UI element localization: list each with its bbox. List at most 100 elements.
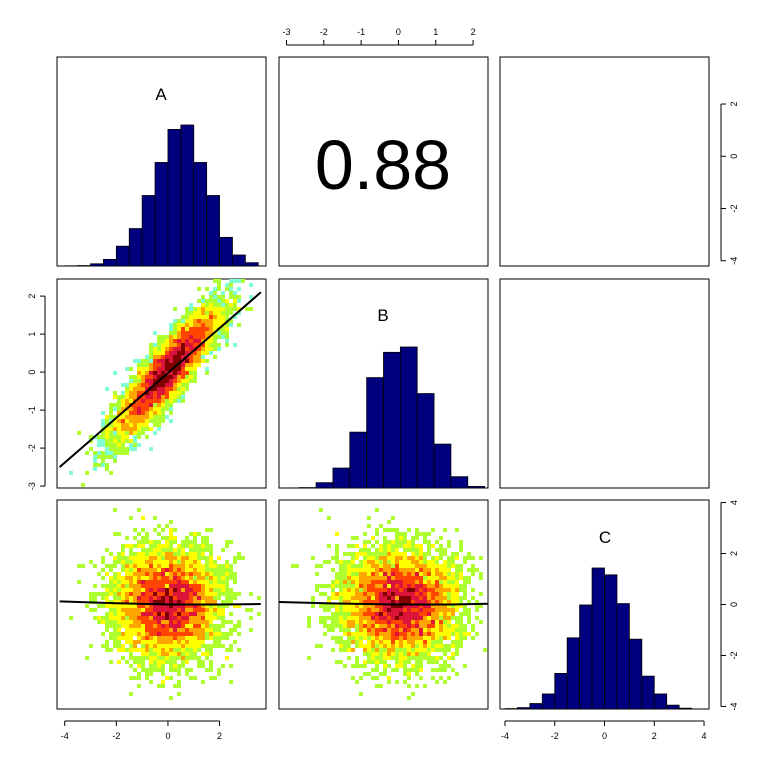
heat-cell bbox=[387, 632, 391, 636]
heat-cell bbox=[411, 648, 415, 652]
heat-cell bbox=[371, 640, 375, 644]
heat-cell bbox=[189, 359, 193, 363]
heat-cell bbox=[177, 656, 181, 660]
heat-cell bbox=[173, 307, 177, 311]
heat-cell bbox=[173, 528, 177, 532]
heat-cell bbox=[145, 652, 149, 656]
heat-cell bbox=[177, 548, 181, 552]
heat-cell bbox=[355, 600, 359, 604]
heat-cell bbox=[173, 395, 177, 399]
heat-cell bbox=[109, 632, 113, 636]
heat-cell bbox=[399, 616, 403, 620]
heat-cell bbox=[343, 664, 347, 668]
heat-cell bbox=[225, 560, 229, 564]
heat-cell bbox=[225, 580, 229, 584]
heat-cell bbox=[109, 612, 113, 616]
heat-cell bbox=[427, 584, 431, 588]
heat-cell bbox=[169, 548, 173, 552]
heat-cell bbox=[387, 652, 391, 656]
heat-cell bbox=[193, 572, 197, 576]
heat-cell bbox=[133, 616, 137, 620]
heat-cell bbox=[443, 648, 447, 652]
heat-cell bbox=[141, 367, 145, 371]
heat-cell bbox=[113, 576, 117, 580]
heat-cell bbox=[145, 616, 149, 620]
heat-cell bbox=[375, 652, 379, 656]
heat-cell bbox=[137, 620, 141, 624]
heat-cell bbox=[411, 668, 415, 672]
heat-cell bbox=[399, 580, 403, 584]
heat-cell bbox=[407, 580, 411, 584]
heat-cell bbox=[467, 580, 471, 584]
heat-cell bbox=[447, 644, 451, 648]
heat-cell bbox=[133, 443, 137, 447]
heat-cell bbox=[371, 656, 375, 660]
heat-cell bbox=[443, 644, 447, 648]
heat-cell bbox=[379, 584, 383, 588]
heat-cell bbox=[129, 443, 133, 447]
heat-cell bbox=[217, 283, 221, 287]
heat-cell bbox=[165, 339, 169, 343]
heat-cell bbox=[173, 319, 177, 323]
heat-cell bbox=[157, 668, 161, 672]
heat-cell bbox=[129, 427, 133, 431]
heat-cell bbox=[141, 407, 145, 411]
heat-cell bbox=[447, 564, 451, 568]
heat-cell bbox=[371, 564, 375, 568]
heat-cell bbox=[149, 544, 153, 548]
heat-cell bbox=[173, 648, 177, 652]
heat-cell bbox=[201, 295, 205, 299]
heat-cell bbox=[185, 636, 189, 640]
heat-cell bbox=[343, 616, 347, 620]
heat-cell bbox=[379, 544, 383, 548]
tick-label: 0 bbox=[165, 731, 170, 741]
heat-cell bbox=[455, 640, 459, 644]
heat-cell bbox=[157, 648, 161, 652]
heat-cell bbox=[173, 608, 177, 612]
heat-cell bbox=[423, 632, 427, 636]
heat-cell bbox=[407, 640, 411, 644]
histogram-bar-b-4 bbox=[349, 431, 368, 489]
heat-cell bbox=[471, 596, 475, 600]
heat-cell bbox=[229, 291, 233, 295]
heat-cell bbox=[209, 608, 213, 612]
heat-cell bbox=[213, 636, 217, 640]
heat-cell bbox=[237, 287, 241, 291]
heat-cell bbox=[109, 600, 113, 604]
heat-cell bbox=[117, 620, 121, 624]
heat-cell bbox=[157, 660, 161, 664]
heat-cell bbox=[359, 604, 363, 608]
heat-cell bbox=[229, 568, 233, 572]
heat-cell bbox=[459, 636, 463, 640]
heat-cell bbox=[133, 375, 137, 379]
heat-cell bbox=[185, 588, 189, 592]
heat-cell bbox=[165, 656, 169, 660]
heat-cell bbox=[415, 532, 419, 536]
heat-cell bbox=[403, 588, 407, 592]
heat-cell bbox=[137, 532, 141, 536]
heat-cell bbox=[463, 556, 467, 560]
heat-cell bbox=[221, 295, 225, 299]
heat-cell bbox=[197, 351, 201, 355]
heat-cell bbox=[205, 592, 209, 596]
heat-cell bbox=[407, 588, 411, 592]
heat-cell bbox=[153, 584, 157, 588]
heat-cell bbox=[177, 672, 181, 676]
heat-cell bbox=[431, 584, 435, 588]
heat-cell bbox=[383, 624, 387, 628]
heat-cell bbox=[435, 540, 439, 544]
heat-cell bbox=[423, 600, 427, 604]
heat-cell bbox=[197, 644, 201, 648]
heat-cell bbox=[185, 359, 189, 363]
heat-cell bbox=[201, 592, 205, 596]
heat-cell bbox=[399, 636, 403, 640]
heat-cell bbox=[165, 407, 169, 411]
heat-cell bbox=[415, 616, 419, 620]
heat-cell bbox=[419, 668, 423, 672]
heat-cell bbox=[447, 616, 451, 620]
heat-cell bbox=[411, 624, 415, 628]
heat-cell bbox=[189, 556, 193, 560]
heat-cell bbox=[193, 636, 197, 640]
